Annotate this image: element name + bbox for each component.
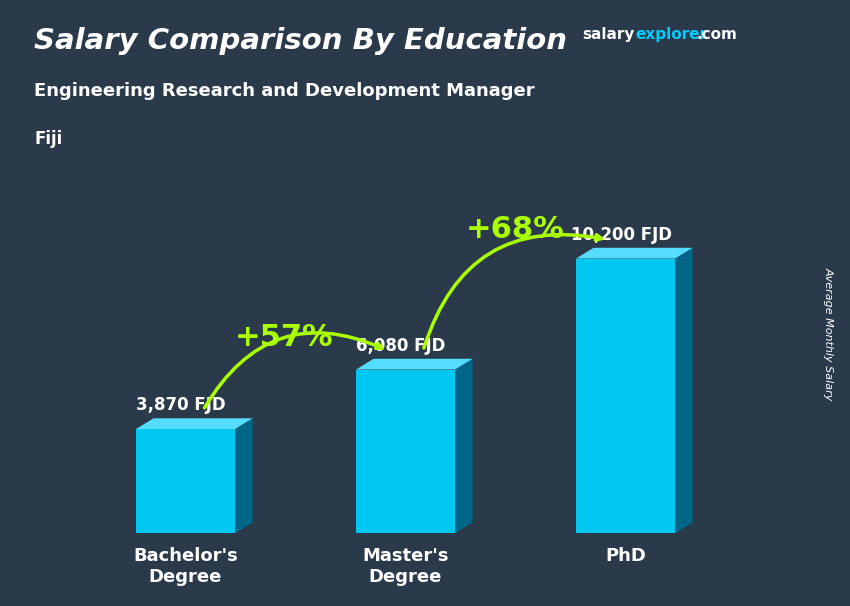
Polygon shape (356, 359, 473, 370)
Text: Engineering Research and Development Manager: Engineering Research and Development Man… (34, 82, 535, 100)
Polygon shape (576, 248, 693, 259)
Polygon shape (356, 370, 455, 533)
Text: salary: salary (582, 27, 635, 42)
Text: .com: .com (697, 27, 738, 42)
Text: Salary Comparison By Education: Salary Comparison By Education (34, 27, 567, 55)
Text: 3,870 FJD: 3,870 FJD (136, 396, 226, 415)
Polygon shape (136, 429, 235, 533)
Text: 10,200 FJD: 10,200 FJD (570, 226, 672, 244)
Polygon shape (235, 418, 252, 533)
Text: 6,080 FJD: 6,080 FJD (356, 337, 445, 355)
Polygon shape (576, 259, 675, 533)
Polygon shape (455, 359, 473, 533)
Text: Fiji: Fiji (34, 130, 62, 148)
Polygon shape (675, 248, 693, 533)
Text: +57%: +57% (235, 323, 334, 352)
Text: explorer: explorer (635, 27, 707, 42)
Text: Average Monthly Salary: Average Monthly Salary (824, 267, 834, 400)
Text: +68%: +68% (466, 215, 565, 244)
Polygon shape (136, 418, 252, 429)
